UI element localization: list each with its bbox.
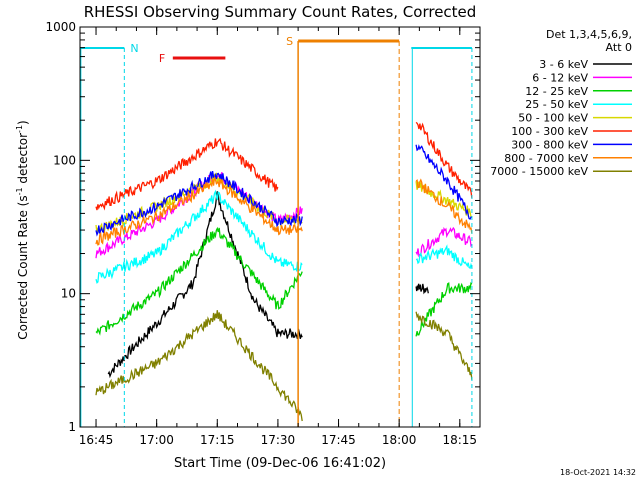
annotation-layer: N F S — [79, 35, 473, 427]
series-line-5-after-gap — [415, 121, 473, 199]
y-tick-label: 100 — [53, 153, 76, 167]
legend-label: 300 - 800 keV — [511, 138, 588, 151]
series-line-2-after-gap — [415, 282, 473, 337]
series-line-2 — [95, 226, 303, 336]
legend-label: 12 - 25 keV — [525, 85, 588, 98]
series-line-4-after-gap — [415, 181, 473, 218]
series-line-7-after-gap — [415, 178, 473, 234]
series-line-3 — [95, 189, 303, 284]
x-axis: 16:45 17:00 17:15 17:30 17:45 18:00 18:15 — [79, 27, 481, 447]
data-layer — [95, 121, 473, 422]
chart-title: RHESSI Observing Summary Count Rates, Co… — [84, 3, 477, 21]
legend-label: 3 - 6 keV — [539, 58, 588, 71]
series-line-8 — [95, 310, 303, 422]
series-line-5 — [95, 137, 279, 211]
x-tick-label: 17:30 — [261, 433, 296, 447]
legend-label: 800 - 7000 keV — [504, 152, 588, 165]
x-tick-label: 17:15 — [200, 433, 235, 447]
legend-header-detectors: Det 1,3,4,5,6,9, — [546, 28, 632, 41]
footer-timestamp: 18-Oct-2021 14:32 — [560, 468, 636, 477]
y-axis: 1 10 100 1000 — [45, 20, 480, 434]
x-tick-label: 18:00 — [382, 433, 417, 447]
saa-label: S — [286, 35, 293, 48]
y-axis-title: Corrected Count Rate (s-1 detector-1) — [15, 120, 30, 339]
series-line-3-after-gap — [415, 244, 473, 270]
legend-label: 100 - 300 keV — [511, 125, 588, 138]
y-tick-label: 10 — [61, 287, 76, 301]
x-tick-label: 17:45 — [321, 433, 356, 447]
x-tick-label: 18:15 — [442, 433, 477, 447]
series-line-1-after-gap — [415, 226, 473, 258]
x-tick-label: 16:45 — [79, 433, 114, 447]
series-line-6-after-gap — [415, 144, 473, 220]
y-tick-label: 1 — [68, 420, 76, 434]
flare-label: F — [159, 52, 165, 65]
x-axis-title: Start Time (09-Dec-06 16:41:02) — [174, 456, 386, 471]
legend-label: 7000 - 15000 keV — [490, 165, 588, 178]
legend-header-attenuator: Att 0 — [606, 41, 632, 54]
series-line-7 — [95, 175, 303, 246]
legend-label: 6 - 12 keV — [532, 71, 588, 84]
x-tick-label: 17:00 — [139, 433, 174, 447]
legend-label: 25 - 50 keV — [525, 98, 588, 111]
legend-label: 50 - 100 keV — [518, 112, 588, 125]
series-line-8-after-gap — [415, 311, 473, 381]
series-line-6 — [95, 170, 303, 237]
night-label: N — [130, 42, 138, 55]
y-tick-label: 1000 — [45, 20, 76, 34]
plot-frame — [79, 26, 481, 428]
series-line-0-after-gap — [415, 283, 429, 295]
